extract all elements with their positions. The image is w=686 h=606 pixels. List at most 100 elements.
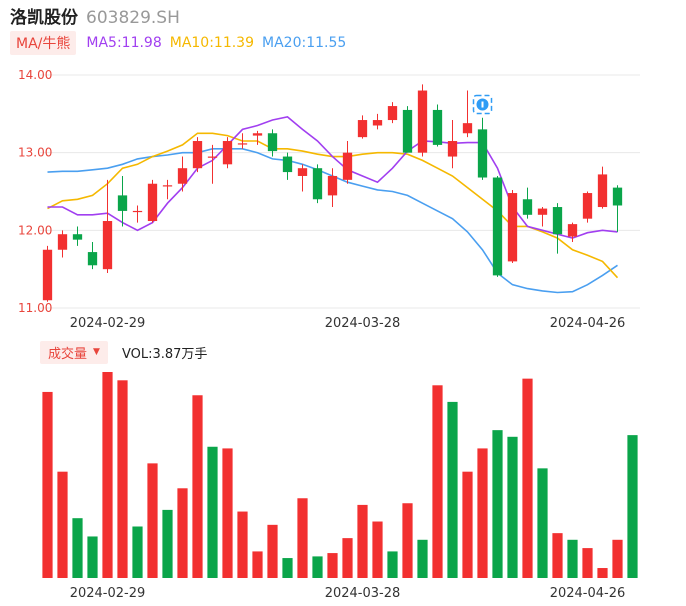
- candle-body: [87, 252, 98, 266]
- x-tick-label: 2024-03-28: [325, 316, 401, 331]
- candle-body: [102, 221, 113, 270]
- volume-bar: [147, 463, 158, 578]
- candle-body: [582, 193, 593, 219]
- candle-body: [72, 234, 83, 240]
- volume-bar: [447, 401, 458, 578]
- candle-body: [447, 141, 458, 157]
- candle-body: [492, 177, 503, 276]
- candle-body: [462, 123, 473, 134]
- candle-body: [42, 249, 53, 301]
- candle-body: [522, 199, 533, 215]
- volume-bar: [492, 430, 503, 578]
- y-tick-label: 13.00: [18, 146, 52, 160]
- volume-bar: [222, 448, 233, 578]
- volume-bar: [582, 548, 593, 578]
- ma-selector-tag[interactable]: MA/牛熊: [10, 31, 77, 55]
- volume-bar: [327, 553, 338, 578]
- candle-body: [297, 168, 308, 176]
- volume-bar: [537, 468, 548, 578]
- price-x-ticks: 2024-02-29 2024-03-28 2024-04-26: [70, 316, 626, 331]
- volume-bar: [297, 498, 308, 578]
- stock-name: 洛凯股份: [10, 8, 78, 28]
- candle-body: [222, 141, 233, 165]
- volume-bar: [72, 518, 83, 578]
- volume-bar: [207, 446, 218, 578]
- volume-bar: [267, 524, 278, 578]
- candle-body: [117, 195, 128, 211]
- candle-body: [177, 168, 188, 184]
- candle-body: [207, 156, 218, 158]
- y-tick-label: 12.00: [18, 223, 52, 237]
- volume-x-ticks: 2024-02-29 2024-03-28 2024-04-26: [70, 586, 626, 601]
- volume-bar: [387, 551, 398, 578]
- candle-body: [192, 141, 203, 169]
- x-tick-label: 2024-02-29: [70, 586, 146, 601]
- info-icon[interactable]: [472, 94, 493, 115]
- volume-bar: [432, 385, 443, 578]
- candle-body: [567, 224, 578, 237]
- candle-body: [597, 174, 608, 208]
- volume-bar: [402, 503, 413, 578]
- volume-bar: [57, 471, 68, 578]
- volume-bar: [117, 380, 128, 578]
- volume-selector-tag[interactable]: 成交量 ▼: [40, 340, 108, 364]
- volume-bar: [567, 539, 578, 578]
- price-grid: [40, 74, 640, 309]
- volume-bar: [507, 436, 518, 578]
- volume-bar: [612, 539, 623, 578]
- candle-body: [537, 208, 548, 215]
- caret-down-icon: ▼: [93, 347, 100, 357]
- candle-body: [57, 234, 68, 250]
- candle-body: [387, 106, 398, 121]
- candles: [42, 84, 623, 302]
- volume-bar: [342, 538, 353, 578]
- volume-bar: [132, 526, 143, 578]
- candle-body: [282, 156, 293, 173]
- volume-bar: [627, 435, 638, 578]
- x-tick-label: 2024-04-26: [550, 316, 626, 331]
- candle-body: [147, 183, 158, 222]
- volume-bars: [42, 372, 638, 578]
- volume-bar: [552, 533, 563, 578]
- volume-bar: [357, 504, 368, 578]
- ma5-series: [47, 116, 618, 239]
- volume-bar: [162, 509, 173, 578]
- ma20-label: MA20:11.55: [262, 35, 347, 51]
- candle-body: [612, 187, 623, 206]
- volume-bar: [102, 372, 113, 578]
- volume-bar: [417, 539, 428, 578]
- stock-code: 603829.SH: [86, 8, 180, 28]
- stock-header: 洛凯股份 603829.SH: [10, 3, 180, 29]
- candle-body: [162, 185, 173, 187]
- volume-bar: [177, 488, 188, 578]
- volume-bar: [462, 471, 473, 578]
- volume-bar: [87, 536, 98, 578]
- candle-body: [417, 90, 428, 153]
- candle-body: [252, 133, 263, 136]
- candle-body: [132, 210, 143, 213]
- x-tick-label: 2024-03-28: [325, 586, 401, 601]
- candle-body: [312, 168, 323, 200]
- candle-body: [432, 109, 443, 145]
- candle-body: [372, 120, 383, 126]
- candle-body: [342, 152, 353, 180]
- x-tick-label: 2024-04-26: [550, 586, 626, 601]
- candle-body: [507, 193, 518, 262]
- volume-bar: [42, 391, 53, 578]
- ma10-label: MA10:11.39: [169, 35, 255, 51]
- y-tick-label: 11.00: [18, 301, 52, 315]
- volume-bar: [372, 521, 383, 578]
- ma5-line: [47, 116, 618, 239]
- candle-body: [267, 133, 278, 152]
- volume-bar: [237, 511, 248, 578]
- candle-body: [357, 120, 368, 138]
- candle-body: [402, 109, 413, 153]
- info-icon-glyph: [481, 101, 484, 108]
- price-y-ticks: 14.00 13.00 12.00 11.00: [18, 68, 52, 315]
- x-tick-label: 2024-02-29: [70, 316, 146, 331]
- candle-body: [552, 207, 563, 235]
- volume-bar: [522, 378, 533, 578]
- candle-body: [477, 129, 488, 178]
- y-tick-label: 14.00: [18, 68, 52, 82]
